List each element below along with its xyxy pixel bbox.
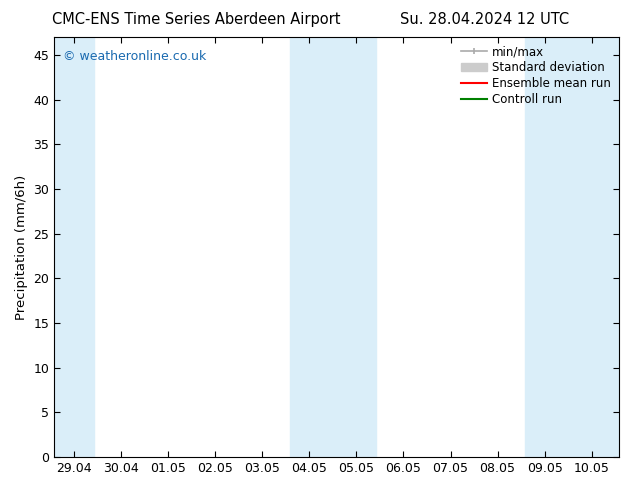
Bar <box>290 37 376 457</box>
Text: CMC-ENS Time Series Aberdeen Airport: CMC-ENS Time Series Aberdeen Airport <box>52 12 341 27</box>
Text: Su. 28.04.2024 12 UTC: Su. 28.04.2024 12 UTC <box>401 12 569 27</box>
Bar <box>525 37 619 457</box>
Text: © weatheronline.co.uk: © weatheronline.co.uk <box>63 49 206 63</box>
Y-axis label: Precipitation (mm/6h): Precipitation (mm/6h) <box>15 174 28 319</box>
Legend: min/max, Standard deviation, Ensemble mean run, Controll run: min/max, Standard deviation, Ensemble me… <box>459 43 613 108</box>
Bar <box>55 37 94 457</box>
